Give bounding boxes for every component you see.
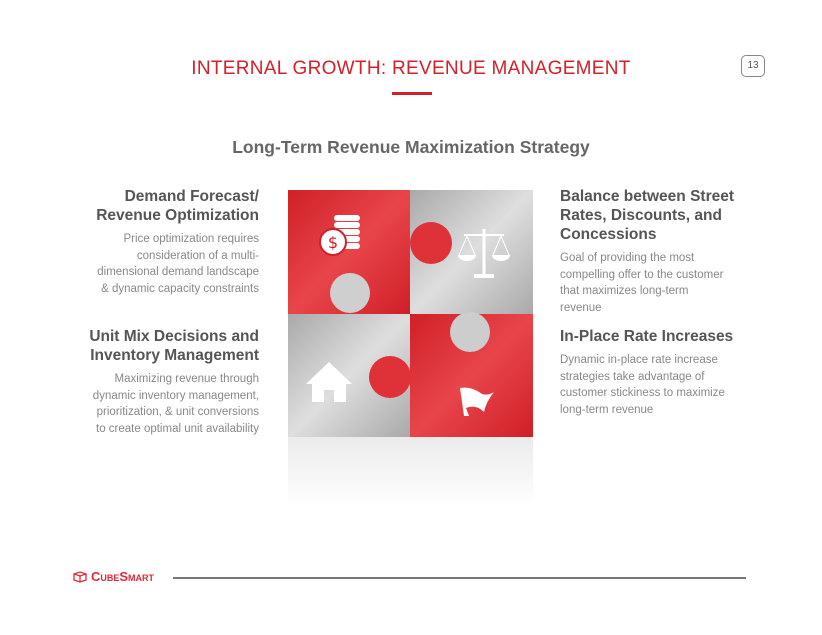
body-line: strategies take advantage of (560, 370, 705, 383)
block-body: Dynamic in-place rate increase strategies… (560, 352, 790, 418)
cubesmart-logo: CubeSmart (73, 569, 154, 584)
piece-tab (369, 356, 411, 398)
piece-tab (450, 312, 490, 352)
body-line: consideration of a multi- (136, 249, 259, 262)
block-body: Goal of providing the most compelling off… (560, 250, 790, 316)
block-heading: Balance between Street Rates, Discounts, … (560, 187, 790, 244)
flag-icon (460, 387, 494, 416)
piece-tab (410, 222, 452, 264)
house-icon (306, 362, 352, 402)
body-line: customer stickiness to maximize (560, 387, 725, 399)
balance-rates-block: Balance between Street Rates, Discounts, … (560, 187, 790, 316)
demand-forecast-block: Demand Forecast/Revenue Optimization Pri… (40, 187, 259, 297)
heading-line: Inventory Management (90, 347, 259, 364)
body-line: dynamic inventory management, (92, 389, 259, 402)
scale-icon (458, 229, 510, 278)
block-heading: Demand Forecast/Revenue Optimization (40, 187, 259, 225)
footer-rule (173, 577, 746, 579)
body-line: prioritization, & unit conversions (96, 406, 259, 418)
block-heading: Unit Mix Decisions and Inventory Manageme… (40, 327, 259, 365)
piece-tab (330, 273, 370, 313)
body-line: revenue (560, 301, 602, 314)
logo-text: CubeSmart (91, 569, 155, 584)
coins-dollar-icon: $ (319, 215, 360, 256)
section-subtitle: Long-Term Revenue Maximization Strategy (232, 137, 590, 157)
in-place-rate-block: In-Place Rate Increases Dynamic in-place… (560, 327, 790, 418)
body-line: Price optimization requires (123, 233, 259, 245)
heading-line: Demand Forecast/ (124, 188, 259, 205)
body-line: long-term revenue (560, 403, 654, 416)
heading-line: Unit Mix Decisions and (89, 328, 259, 345)
heading-line: In-Place Rate Increases (560, 328, 734, 345)
body-line: to create optimal unit availability (96, 422, 259, 435)
page-number: 13 (741, 55, 765, 77)
heading-line: Balance between Street (560, 188, 735, 205)
heading-line: Revenue Optimization (96, 207, 259, 224)
unit-mix-block: Unit Mix Decisions and Inventory Manageme… (40, 327, 259, 437)
block-body: Maximizing revenue through dynamic invent… (40, 371, 259, 437)
heading-line: Concessions (560, 226, 657, 243)
body-line: that maximizes long-term (560, 285, 689, 297)
body-line: compelling offer to the customer (560, 268, 724, 281)
body-line: Maximizing revenue through (114, 373, 259, 385)
block-body: Price optimization requires consideration… (40, 231, 259, 297)
puzzle-graphic: $ (288, 190, 533, 437)
block-heading: In-Place Rate Increases (560, 327, 790, 346)
body-line: dimensional demand landscape (97, 266, 259, 278)
heading-line: Rates, Discounts, and (560, 207, 722, 224)
cube-logo-icon (73, 570, 87, 583)
title-underline (392, 92, 432, 95)
body-line: & dynamic capacity constraints (101, 282, 259, 295)
body-line: Goal of providing the most (560, 252, 695, 264)
puzzle-reflection (288, 437, 533, 507)
svg-text:$: $ (328, 233, 338, 252)
slide-title: INTERNAL GROWTH: REVENUE MANAGEMENT (191, 58, 631, 79)
body-line: Dynamic in-place rate increase (560, 354, 718, 366)
